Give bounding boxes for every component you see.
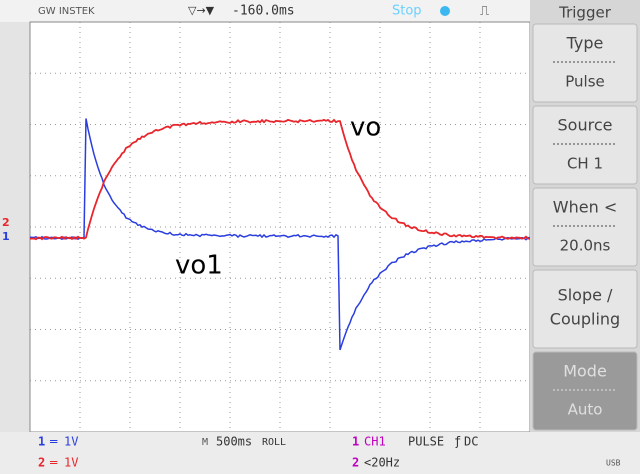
filter-num: 2: [352, 456, 359, 470]
ch2-marker: 2: [2, 216, 10, 229]
ch1-scale: 1V: [64, 435, 78, 449]
menu-label: Source: [558, 116, 613, 135]
trigger-num: 1: [352, 435, 359, 449]
ch1-coupling: ═: [49, 435, 58, 449]
menu-value: CH 1: [567, 155, 603, 173]
ch2-coupling: ═: [49, 456, 58, 470]
delay: -160.0ms: [232, 4, 295, 19]
trigger-type: PULSE: [408, 435, 444, 449]
menu-value: 20.0ns: [560, 237, 611, 255]
trigger-icon: ⎍: [480, 4, 489, 19]
brand: GW INSTEK: [38, 6, 95, 17]
usb-icon: USB: [606, 459, 621, 468]
footer-bar: [0, 432, 640, 474]
status: Stop: [392, 4, 422, 19]
menu-label: Mode: [563, 362, 607, 381]
annotation-vo1: vo1: [175, 251, 223, 281]
oscilloscope-screen: GW INSTEK ▽→▼ -160.0ms Stop ⎍ 2 1 vo vo1…: [0, 0, 640, 474]
ch2-num: 2: [38, 456, 45, 470]
menu-label: When <: [553, 198, 617, 217]
status-dot: [440, 6, 450, 16]
ch2-scale: 1V: [64, 456, 78, 470]
trigger-coupling: DC: [464, 435, 478, 449]
menu-label: Coupling: [550, 310, 620, 329]
menu-items: Type Pulse Source CH 1 When < 20.0ns Slope / Co…: [533, 24, 637, 430]
trigger-slope: ƒ: [454, 435, 461, 449]
ch1-num: 1: [38, 435, 45, 449]
ch1-marker: 1: [2, 230, 10, 243]
timebase-icon: M: [202, 437, 208, 448]
timebase-scale: 500ms: [216, 435, 252, 449]
trigger-source: CH1: [364, 435, 386, 449]
scope-display: GW INSTEK ▽→▼ -160.0ms Stop ⎍ 2 1 vo vo1…: [0, 0, 640, 474]
menu-value: Auto: [568, 401, 603, 419]
menu-title: Trigger: [558, 4, 612, 22]
menu-label: Slope /: [558, 286, 613, 305]
menu-label: Type: [566, 34, 604, 53]
filter: <20Hz: [364, 456, 400, 470]
menu-value: Pulse: [565, 73, 605, 91]
delay-icon: ▽→▼: [188, 4, 215, 17]
timebase-mode: ROLL: [262, 437, 286, 448]
annotation-vo: vo: [350, 113, 381, 143]
